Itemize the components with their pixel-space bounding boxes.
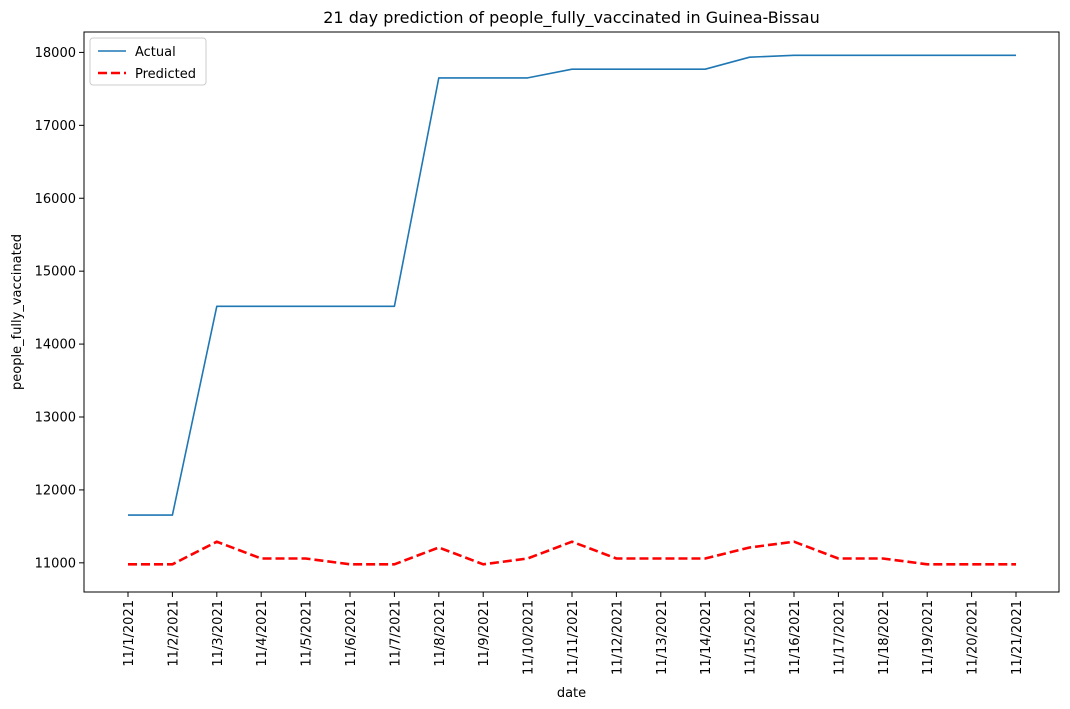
- x-tick-label: 11/3/2021: [211, 600, 226, 667]
- x-tick-label: 11/14/2021: [699, 600, 714, 675]
- legend: Actual Predicted: [89, 37, 207, 86]
- y-tick-label: 16000: [35, 192, 76, 207]
- legend-label-predicted: Predicted: [135, 67, 196, 82]
- chart-title: 21 day prediction of people_fully_vaccin…: [323, 8, 820, 28]
- x-tick-label: 11/9/2021: [477, 600, 492, 667]
- x-tick-label: 11/11/2021: [566, 600, 581, 675]
- x-tick-label: 11/13/2021: [655, 600, 670, 675]
- x-tick-label: 11/15/2021: [744, 600, 759, 675]
- y-axis: 11000 12000 13000 14000 15000 16000 17000 18000: [35, 46, 84, 571]
- x-tick-label: 11/16/2021: [788, 600, 803, 675]
- legend-label-actual: Actual: [135, 45, 176, 60]
- x-axis-title: date: [557, 686, 586, 701]
- series-line-predicted: [128, 540, 1016, 566]
- x-tick-label: 11/2/2021: [166, 600, 181, 667]
- y-tick-label: 14000: [35, 338, 76, 353]
- y-axis-title: people_fully_vaccinated: [10, 234, 25, 390]
- y-tick-label: 15000: [35, 265, 76, 280]
- series-line-actual: [128, 54, 1016, 516]
- y-tick-label: 17000: [35, 119, 76, 134]
- series-layer: [128, 54, 1016, 566]
- x-tick-label: 11/20/2021: [966, 600, 981, 675]
- x-tick-label: 11/4/2021: [255, 600, 270, 667]
- x-tick-label: 11/18/2021: [877, 600, 892, 675]
- x-tick-label: 11/7/2021: [388, 600, 403, 667]
- x-tick-label: 11/10/2021: [522, 600, 537, 675]
- y-tick-label: 13000: [35, 411, 76, 426]
- x-tick-label: 11/12/2021: [610, 600, 625, 675]
- x-tick-label: 11/5/2021: [300, 600, 315, 667]
- x-tick-label: 11/21/2021: [1010, 600, 1025, 675]
- x-tick-label: 11/6/2021: [344, 600, 359, 667]
- x-tick-label: 11/8/2021: [433, 600, 448, 667]
- x-tick-label: 11/1/2021: [122, 600, 137, 667]
- x-tick-label: 11/19/2021: [921, 600, 936, 675]
- x-tick-label: 11/17/2021: [832, 600, 847, 675]
- y-tick-label: 12000: [35, 483, 76, 498]
- x-axis: 11/1/2021 11/2/2021 11/3/2021 11/4/2021 11/5…: [122, 592, 1025, 675]
- y-tick-label: 18000: [35, 46, 76, 61]
- y-tick-label: 11000: [35, 556, 76, 571]
